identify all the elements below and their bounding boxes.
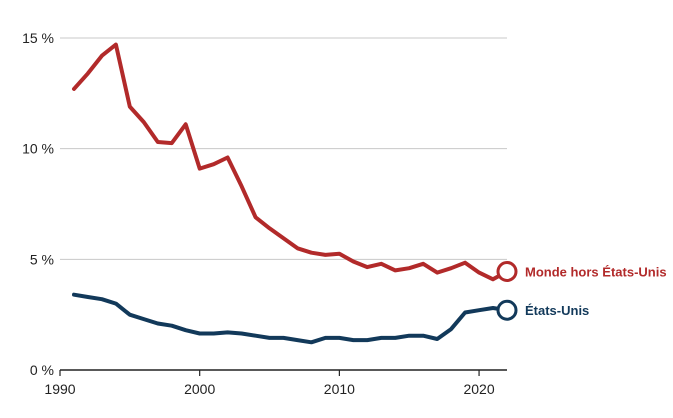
x-tick-label: 1990: [44, 381, 75, 397]
y-axis: 0 % 5 % 10 % 15 %: [22, 30, 54, 378]
series-end-marker-0: [496, 261, 518, 283]
y-tick-label: 0 %: [30, 362, 54, 378]
series-label-0: Monde hors États-Unis: [525, 265, 667, 280]
gridlines: [60, 37, 507, 260]
y-tick-label: 10 %: [22, 141, 54, 157]
series-line-1: [72, 292, 509, 345]
series-line-0: [72, 42, 509, 282]
x-tick-label: 2020: [463, 381, 494, 397]
y-tick-label: 5 %: [30, 251, 54, 267]
series-end-marker-1: [496, 299, 518, 321]
series-lines: [72, 42, 509, 345]
x-tick-label: 2010: [324, 381, 355, 397]
end-labels: Monde hors États-Unis États-Unis: [496, 261, 667, 321]
y-tick-label: 15 %: [22, 30, 54, 46]
x-axis: 1990 2000 2010 2020: [44, 369, 507, 397]
series-label-1: États-Unis: [525, 303, 589, 318]
x-tick-label: 2000: [184, 381, 215, 397]
